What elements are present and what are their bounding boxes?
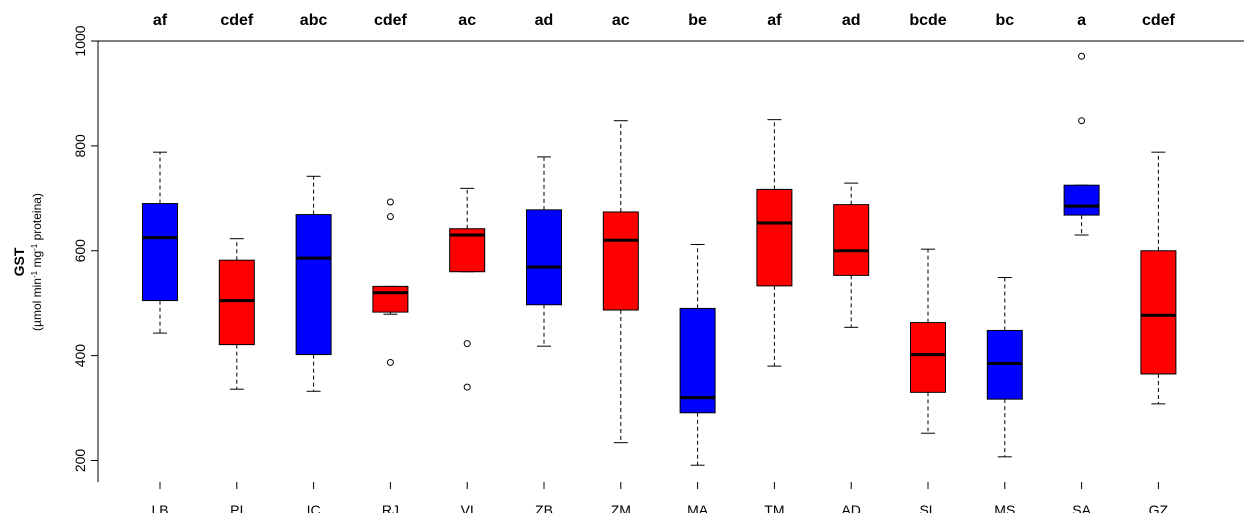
unit-text: (µmol min	[30, 278, 44, 331]
box-iqr	[526, 209, 562, 306]
x-tick-label: SA	[1072, 502, 1091, 513]
outlier-point	[1078, 117, 1086, 125]
boxes-group	[142, 52, 1177, 466]
x-tick-label: GZ	[1149, 502, 1169, 513]
box-ma	[679, 243, 716, 466]
outlier-point	[463, 340, 471, 348]
y-tick-label: 200	[72, 449, 88, 473]
box-pi	[218, 238, 255, 390]
outlier-point	[386, 358, 394, 366]
x-tick-label: IC	[307, 502, 321, 513]
y-axis: 200 400 600 800 1000	[72, 25, 98, 472]
y-axis-unit-label: (µmol min-1 mg-1 proteina)	[30, 193, 45, 331]
box-tm	[756, 119, 793, 367]
significance-label: cdef	[374, 12, 408, 29]
significance-label: af	[153, 12, 168, 29]
box-iqr	[142, 203, 178, 302]
box-gz	[1140, 151, 1177, 405]
x-tick-label: MS	[994, 502, 1015, 513]
x-tick-label: SL	[919, 502, 936, 513]
x-tick-label: MA	[687, 502, 709, 513]
x-tick-label: TM	[764, 502, 784, 513]
unit-text: mg	[30, 251, 44, 271]
y-axis-title: GST (µmol min-1 mg-1 proteina)	[11, 193, 44, 331]
y-tick-label: 800	[72, 134, 88, 158]
y-tick-label: 400	[72, 344, 88, 368]
significance-label: af	[767, 12, 782, 29]
box-vi	[449, 187, 486, 391]
significance-label: ac	[458, 12, 476, 29]
significance-labels: af cdef abc cdef ac ad ac be af ad bcde bc a cdef	[153, 12, 1176, 29]
x-tick-label: ZB	[535, 502, 553, 513]
x-tick-label: ZM	[611, 502, 631, 513]
outlier-point	[1078, 52, 1086, 60]
outlier-point	[386, 198, 394, 206]
y-tick-label: 1000	[72, 25, 88, 56]
box-ic	[295, 175, 332, 392]
significance-label: ad	[842, 12, 861, 29]
box-ms	[986, 276, 1023, 458]
box-iqr	[602, 211, 639, 311]
significance-label: abc	[300, 12, 328, 29]
x-tick-label: LB	[151, 502, 168, 513]
box-zm	[602, 120, 639, 444]
y-axis-label: GST	[11, 247, 27, 276]
outlier-point	[386, 213, 394, 221]
x-axis-labels: LB PI IC RJ VI ZB ZM MA TM AD SL MS SA GZ	[151, 482, 1169, 513]
box-lb	[142, 151, 178, 334]
box-iqr	[679, 307, 716, 414]
box-zb	[526, 156, 562, 347]
box-iqr	[1140, 250, 1177, 375]
box-iqr	[1063, 184, 1100, 216]
x-tick-label: AD	[841, 502, 860, 513]
box-iqr	[372, 285, 409, 313]
box-sa	[1063, 52, 1100, 236]
unit-text: proteina)	[30, 193, 44, 244]
x-tick-label: VI	[461, 502, 474, 513]
box-iqr	[756, 188, 793, 287]
outlier-point	[463, 383, 471, 391]
box-iqr	[910, 322, 946, 393]
unit-superscript: -1	[30, 270, 39, 278]
significance-label: a	[1077, 12, 1086, 29]
significance-label: ad	[535, 12, 554, 29]
box-rj	[372, 198, 409, 366]
significance-label: ac	[612, 12, 630, 29]
box-iqr	[833, 204, 870, 276]
significance-label: be	[688, 12, 707, 29]
box-ad	[833, 182, 870, 328]
significance-label: cdef	[1142, 12, 1176, 29]
box-iqr	[295, 214, 332, 356]
unit-superscript: -1	[30, 243, 39, 251]
significance-label: bc	[995, 12, 1014, 29]
box-sl	[910, 248, 946, 434]
x-tick-label: RJ	[382, 502, 399, 513]
significance-label: cdef	[220, 12, 254, 29]
x-tick-label: PI	[230, 502, 243, 513]
y-tick-label: 600	[72, 239, 88, 263]
box-iqr	[218, 259, 255, 346]
significance-label: bcde	[909, 12, 946, 29]
plot-area	[97, 40, 1244, 482]
